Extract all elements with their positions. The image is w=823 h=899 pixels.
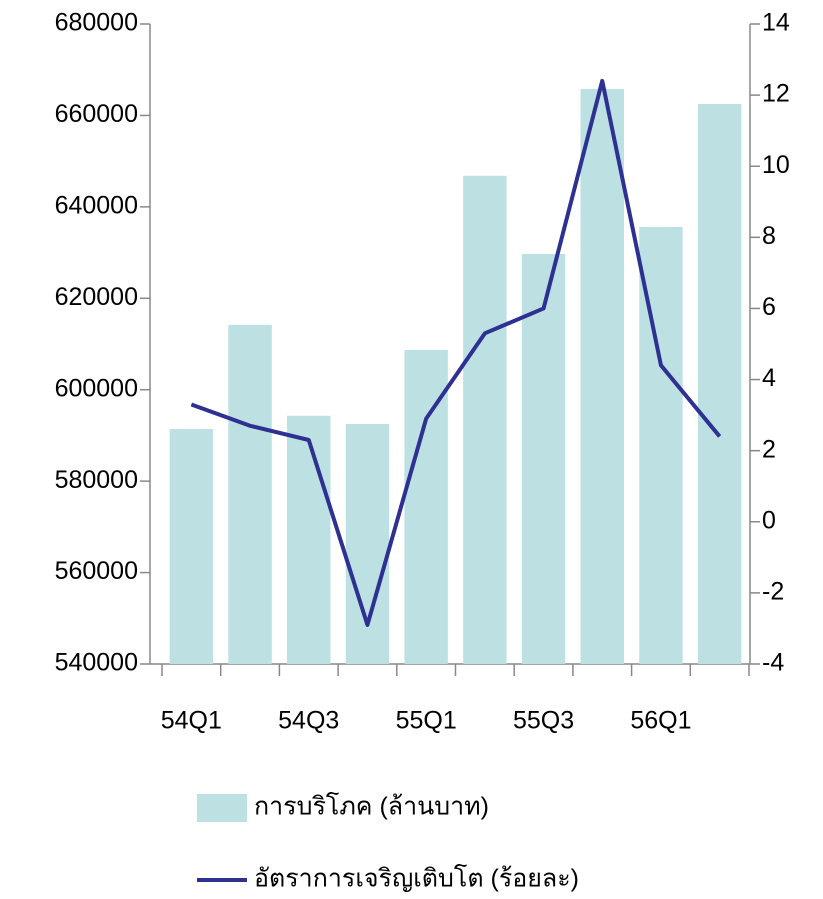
line	[190, 78, 722, 627]
bar	[228, 324, 272, 664]
bar	[521, 253, 566, 664]
bar	[169, 429, 214, 664]
x-tick-label: 55Q3	[513, 707, 574, 735]
bar	[697, 104, 742, 664]
y2-tick-label: 8	[762, 222, 776, 250]
y2-tick-label: 0	[762, 506, 776, 534]
y2-tick-label: 2	[762, 435, 776, 463]
x-tick-label: 55Q1	[396, 707, 457, 735]
y-tick-label: 560000	[55, 557, 138, 585]
y-tick-label: 600000	[55, 374, 138, 402]
y-tick-label: 620000	[55, 283, 138, 311]
y2-tick-label: 14	[762, 9, 790, 37]
legend-label: การบริโภค (ล้านบาท)	[254, 792, 489, 821]
y-tick-label: 580000	[55, 466, 138, 494]
y-tick-label: 540000	[55, 649, 138, 677]
y-tick-label: 640000	[55, 191, 138, 219]
y-tick-label: 680000	[55, 9, 138, 37]
x-tick-label: 56Q1	[630, 707, 691, 735]
y-tick-label: 660000	[55, 100, 138, 128]
bar	[580, 88, 624, 664]
bar	[345, 424, 390, 664]
y2-tick-label: 4	[762, 364, 776, 392]
y2-tick-label: 12	[762, 80, 790, 108]
bar	[287, 415, 331, 664]
y2-tick-label: -2	[762, 577, 784, 605]
x-tick-label: 54Q3	[278, 707, 339, 735]
y2-tick-label: 6	[762, 293, 776, 321]
legend-label: อัตราการเจริญเติบโต (ร้อยละ)	[254, 864, 579, 893]
bar	[404, 349, 448, 664]
y2-tick-label: 10	[762, 151, 790, 179]
x-tick-label: 54Q1	[161, 707, 222, 735]
y2-tick-label: -4	[762, 649, 784, 677]
bar	[463, 175, 507, 664]
legend-swatch	[197, 794, 247, 822]
